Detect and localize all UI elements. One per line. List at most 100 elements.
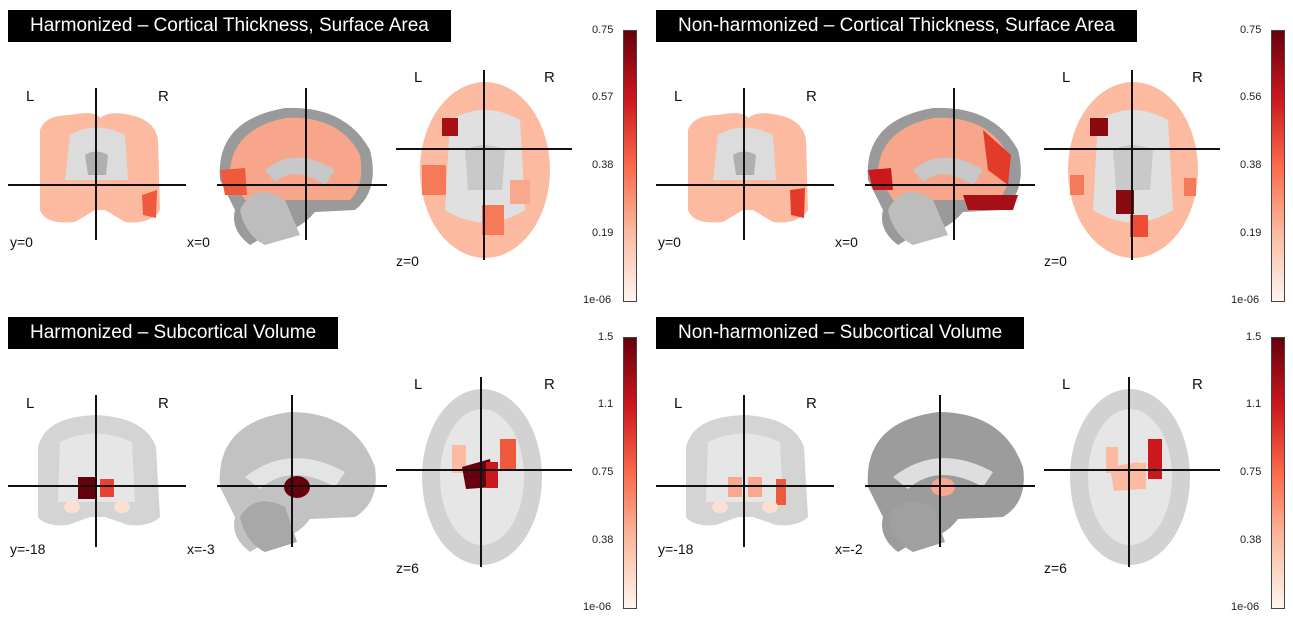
- right-label: R: [1192, 376, 1203, 393]
- colorbar: [1271, 30, 1285, 302]
- right-label: R: [158, 88, 169, 105]
- slice-coordinate: x=-3: [187, 541, 215, 557]
- crosshair-vertical: [95, 88, 97, 240]
- right-label: R: [544, 69, 555, 86]
- colorbar-tick: 1e-06: [1231, 601, 1260, 613]
- colorbar-tick: 1.5: [598, 331, 614, 343]
- axial-view: L R z=0: [1038, 60, 1223, 269]
- right-label: R: [544, 376, 555, 393]
- slice-coordinate: z=6: [1044, 560, 1067, 576]
- right-label: R: [158, 395, 169, 412]
- colorbar-tick: 1e-06: [1231, 294, 1260, 306]
- panel-harmonized-cortical: Harmonized – Cortical Thickness, Surface…: [0, 0, 640, 306]
- crosshair-vertical: [953, 88, 955, 240]
- right-label: R: [806, 395, 817, 412]
- colorbar-tick: 1.5: [1246, 331, 1262, 343]
- colorbar-tick: 1.1: [1246, 398, 1262, 410]
- colorbar-tick: 1e-06: [583, 294, 612, 306]
- colorbar-tick: 0.38: [1240, 534, 1262, 546]
- panel-title: Non-harmonized – Cortical Thickness, Sur…: [656, 10, 1137, 42]
- coronal-view: L R y=0: [0, 60, 190, 260]
- sagittal-view: x=-2: [833, 367, 1038, 567]
- slice-coordinate: z=0: [396, 253, 419, 269]
- crosshair-horizontal: [656, 485, 834, 487]
- right-label: R: [1192, 69, 1203, 86]
- left-label: L: [414, 376, 423, 393]
- crosshair-horizontal: [396, 469, 572, 471]
- colorbar-tick: 1.1: [598, 398, 614, 410]
- crosshair-vertical: [743, 88, 745, 240]
- slice-coordinate: y=-18: [658, 541, 694, 557]
- axial-view: L R z=6: [390, 367, 575, 576]
- crosshair-horizontal: [217, 485, 387, 487]
- axial-view: L R z=0: [390, 60, 575, 269]
- crosshair-vertical: [305, 88, 307, 240]
- left-label: L: [26, 88, 35, 105]
- colorbar-tick: 0.75: [592, 466, 614, 478]
- colorbar: [623, 337, 637, 609]
- panel-title: Harmonized – Cortical Thickness, Surface…: [8, 10, 451, 42]
- sagittal-slice-image: [219, 412, 376, 552]
- right-label: R: [806, 88, 817, 105]
- sagittal-view: x=-3: [185, 367, 390, 567]
- colorbar-tick: 1e-06: [583, 601, 612, 613]
- panel-title: Non-harmonized – Subcortical Volume: [656, 317, 1025, 349]
- colorbar-tick: 0.57: [592, 91, 614, 103]
- sagittal-slice-image: [867, 412, 1024, 552]
- panel-nonharmonized-cortical: Non-harmonized – Cortical Thickness, Sur…: [648, 0, 1288, 306]
- crosshair-horizontal: [217, 184, 387, 186]
- colorbar-tick: 0.19: [592, 227, 614, 239]
- crosshair-vertical: [939, 395, 941, 547]
- colorbar-tick: 0.56: [1240, 91, 1262, 103]
- crosshair-vertical: [480, 377, 482, 567]
- axial-view: L R z=6: [1038, 367, 1223, 576]
- left-label: L: [414, 69, 423, 86]
- crosshair-horizontal: [8, 485, 186, 487]
- slice-coordinate: y=-18: [10, 541, 46, 557]
- slice-coordinate: x=0: [187, 234, 210, 250]
- colorbar: [1271, 337, 1285, 609]
- colorbar-tick: 0.38: [1240, 159, 1262, 171]
- crosshair-horizontal: [865, 184, 1035, 186]
- colorbar-tick: 0.38: [592, 159, 614, 171]
- slice-coordinate: x=-2: [835, 541, 863, 557]
- slice-coordinate: y=0: [10, 234, 33, 250]
- axial-slice-image: [422, 389, 542, 565]
- slice-coordinate: z=0: [1044, 253, 1067, 269]
- colorbar-tick: 0.75: [592, 24, 614, 36]
- sagittal-view: x=0: [185, 60, 390, 260]
- panel-nonharmonized-subcortical: Non-harmonized – Subcortical Volume L R …: [648, 307, 1288, 613]
- left-label: L: [26, 395, 35, 412]
- sagittal-view: x=0: [833, 60, 1038, 260]
- crosshair-horizontal: [656, 184, 834, 186]
- left-label: L: [1062, 376, 1071, 393]
- colorbar-tick: 0.75: [1240, 24, 1262, 36]
- coronal-slice-image: [688, 113, 808, 223]
- left-label: L: [674, 88, 683, 105]
- crosshair-vertical: [743, 395, 745, 547]
- panel-harmonized-subcortical: Harmonized – Subcortical Volume L R y=-1…: [0, 307, 640, 613]
- panel-title: Harmonized – Subcortical Volume: [8, 317, 339, 349]
- crosshair-vertical: [95, 395, 97, 547]
- axial-slice-image: [1068, 82, 1198, 258]
- crosshair-horizontal: [8, 184, 186, 186]
- crosshair-vertical: [291, 395, 293, 547]
- slice-coordinate: z=6: [396, 560, 419, 576]
- sagittal-slice-image: [867, 107, 1021, 245]
- slice-coordinate: y=0: [658, 234, 681, 250]
- left-label: L: [1062, 69, 1071, 86]
- coronal-view: L R y=-18: [0, 367, 190, 567]
- crosshair-horizontal: [865, 485, 1035, 487]
- crosshair-vertical: [483, 70, 485, 260]
- colorbar-tick: 0.19: [1240, 227, 1262, 239]
- colorbar-tick: 0.75: [1240, 466, 1262, 478]
- colorbar: [623, 30, 637, 302]
- coronal-view: L R y=0: [648, 60, 838, 260]
- crosshair-vertical: [1131, 70, 1133, 260]
- coronal-view: L R y=-18: [648, 367, 838, 567]
- axial-slice-image: [420, 82, 550, 258]
- left-label: L: [674, 395, 683, 412]
- crosshair-horizontal: [1044, 469, 1220, 471]
- crosshair-vertical: [1128, 377, 1130, 567]
- colorbar-tick: 0.38: [592, 534, 614, 546]
